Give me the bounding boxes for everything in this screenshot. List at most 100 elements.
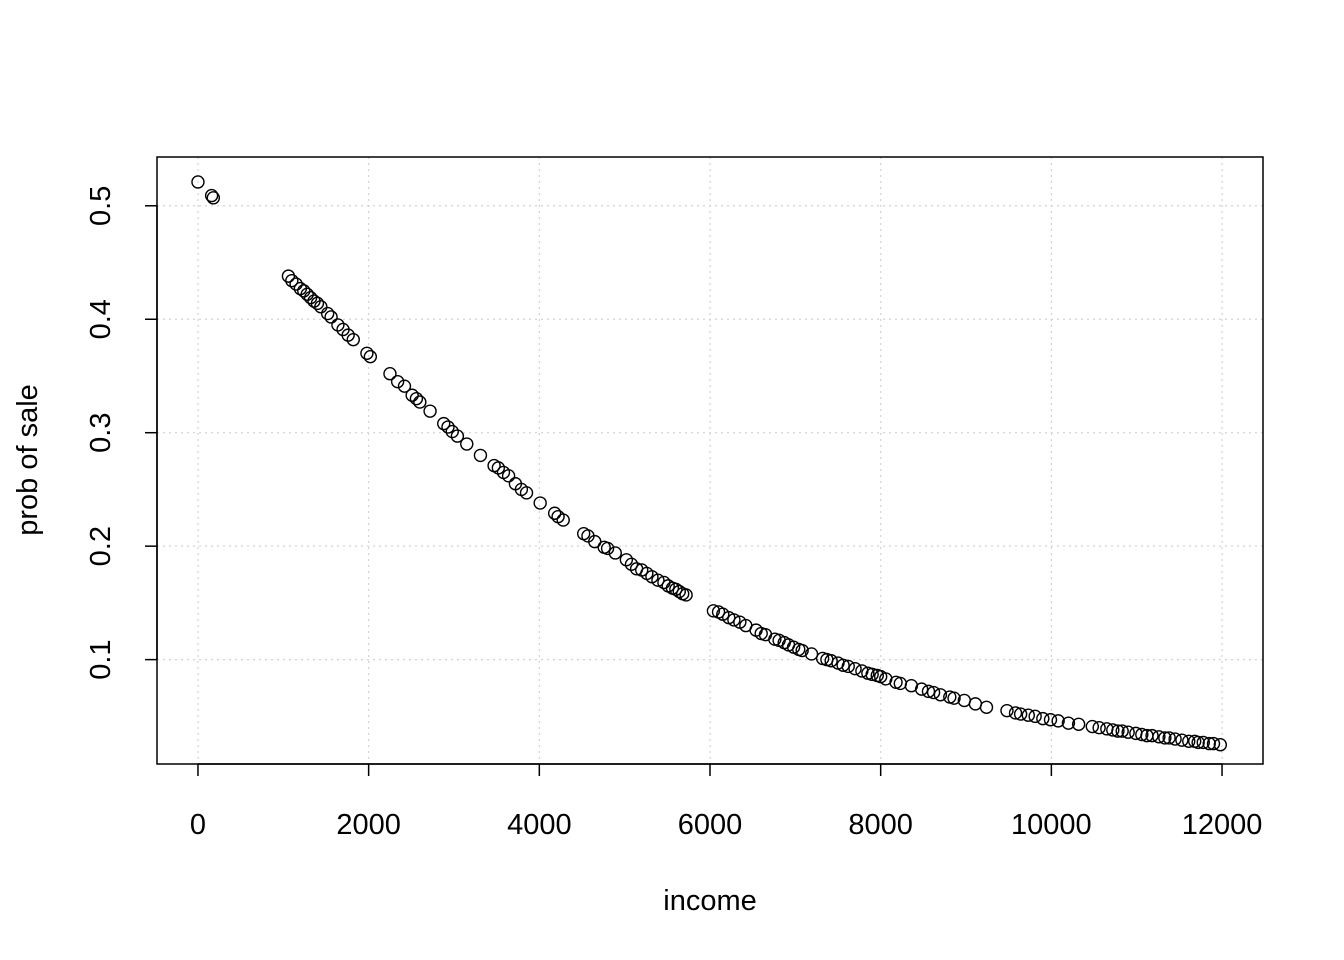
data-point <box>1135 727 1149 742</box>
data-point <box>1182 734 1196 749</box>
data-point <box>547 506 562 520</box>
data-point <box>1111 724 1125 738</box>
data-point <box>206 191 221 205</box>
data-point <box>1036 711 1050 726</box>
data-point <box>1021 708 1036 722</box>
data-point <box>310 296 325 311</box>
y-axis-title: prob of sale <box>12 384 44 536</box>
data-point <box>191 175 205 189</box>
data-point <box>405 388 419 402</box>
data-points <box>191 175 1228 752</box>
data-point <box>679 588 693 602</box>
grid-lines <box>157 157 1263 764</box>
data-point <box>669 582 683 596</box>
data-point <box>1162 731 1176 745</box>
data-point <box>933 688 948 702</box>
data-point <box>804 647 819 661</box>
data-point <box>1013 707 1028 721</box>
data-point <box>501 469 516 483</box>
data-point <box>795 643 809 658</box>
data-point <box>397 379 412 393</box>
data-point <box>651 573 665 587</box>
data-point <box>1168 732 1182 746</box>
data-point <box>314 300 328 314</box>
data-point <box>519 486 534 500</box>
data-point <box>473 448 488 463</box>
data-point <box>1000 703 1014 718</box>
data-point <box>1145 728 1159 743</box>
data-point <box>1106 723 1120 737</box>
data-point <box>1206 736 1221 751</box>
y-tick-label: 0.4 <box>85 299 117 339</box>
x-tick-label: 12000 <box>1182 809 1263 841</box>
data-point <box>848 661 862 676</box>
data-point <box>600 541 615 556</box>
x-tick-label: 0 <box>190 809 206 841</box>
data-point <box>1202 736 1216 751</box>
data-point <box>320 306 335 321</box>
x-tick-label: 10000 <box>1011 809 1092 841</box>
data-point <box>285 273 299 288</box>
data-point <box>926 685 941 700</box>
data-point <box>289 277 303 291</box>
data-point <box>324 310 338 324</box>
data-point <box>1121 725 1135 739</box>
x-tick-label: 8000 <box>848 809 913 841</box>
data-point <box>1175 733 1189 747</box>
data-point <box>460 437 474 451</box>
x-axis-title: income <box>663 885 757 917</box>
x-tick-label: 2000 <box>336 809 401 841</box>
data-point <box>1115 724 1129 738</box>
data-point <box>841 659 855 674</box>
data-point <box>1051 714 1065 728</box>
data-point <box>1071 717 1086 731</box>
data-point <box>1085 719 1100 734</box>
data-point <box>423 404 437 418</box>
y-axis: 0.1 0.2 0.3 0.4 0.5 <box>85 186 158 680</box>
y-tick-label: 0.1 <box>85 639 117 679</box>
data-point <box>297 284 311 298</box>
data-point <box>921 684 936 699</box>
data-point <box>865 667 879 682</box>
y-tick-label: 0.2 <box>85 526 117 566</box>
data-point <box>346 332 360 347</box>
data-point <box>1092 720 1106 735</box>
data-point <box>706 604 721 618</box>
data-point <box>360 346 374 360</box>
data-point <box>383 367 397 381</box>
x-tick-label: 4000 <box>507 809 572 841</box>
data-point <box>914 682 929 696</box>
data-point <box>300 287 314 301</box>
data-point <box>1191 735 1205 750</box>
data-point <box>1008 706 1023 720</box>
data-point <box>836 658 850 672</box>
data-point <box>947 691 961 705</box>
data-point <box>1213 738 1228 752</box>
data-point <box>1061 716 1076 730</box>
data-point <box>204 188 219 203</box>
data-point <box>1158 731 1172 745</box>
data-point <box>1196 735 1210 750</box>
data-point <box>441 420 455 434</box>
data-point <box>363 349 378 364</box>
data-point <box>824 654 838 668</box>
data-point <box>281 269 296 283</box>
data-point <box>1043 713 1058 727</box>
data-point <box>727 613 741 627</box>
data-point <box>672 584 686 599</box>
y-tick-label: 0.3 <box>85 413 117 453</box>
data-point <box>556 513 570 527</box>
data-point <box>413 395 427 409</box>
data-point <box>608 546 622 560</box>
data-point <box>533 496 547 510</box>
data-point <box>979 700 994 714</box>
data-point <box>409 391 424 406</box>
data-point <box>1152 730 1166 744</box>
data-point <box>390 374 405 389</box>
data-point <box>1028 709 1042 724</box>
y-tick-label: 0.5 <box>85 186 117 226</box>
data-point <box>450 429 465 443</box>
data-point <box>437 416 451 431</box>
